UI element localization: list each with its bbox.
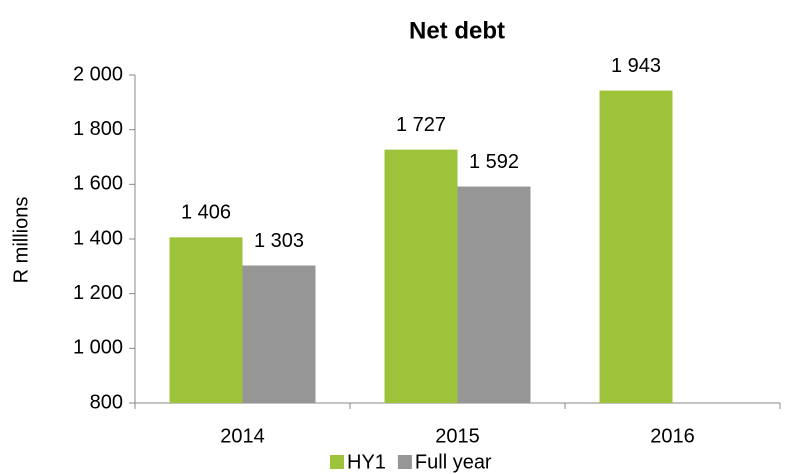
legend-label: Full year	[415, 451, 492, 473]
legend-swatch	[397, 455, 412, 469]
value-label: 1 727	[396, 114, 446, 136]
legend-label: HY1	[347, 451, 386, 473]
bar	[384, 149, 458, 403]
bar	[242, 265, 316, 403]
x-tick-label: 2015	[435, 425, 480, 447]
legend-swatch	[330, 455, 344, 469]
value-label: 1 303	[254, 230, 304, 252]
y-tick-label: 1 800	[73, 118, 123, 140]
y-tick-label: 1 400	[73, 227, 123, 249]
bar	[169, 237, 243, 403]
value-label: 1 592	[469, 151, 519, 173]
y-tick-label: 1 000	[73, 337, 123, 359]
y-tick-label: 800	[90, 391, 123, 413]
x-tick-label: 2014	[220, 425, 265, 447]
chart-title: Net debt	[409, 17, 505, 44]
value-label: 1 943	[611, 55, 661, 77]
y-tick-label: 1 200	[73, 282, 123, 304]
y-tick-label: 1 600	[73, 173, 123, 195]
y-tick-label: 2 000	[73, 63, 123, 85]
value-label: 1 406	[181, 202, 231, 224]
bar	[457, 186, 531, 403]
y-axis-label: R millions	[10, 197, 32, 284]
bar	[599, 90, 673, 403]
x-tick-label: 2016	[650, 425, 695, 447]
